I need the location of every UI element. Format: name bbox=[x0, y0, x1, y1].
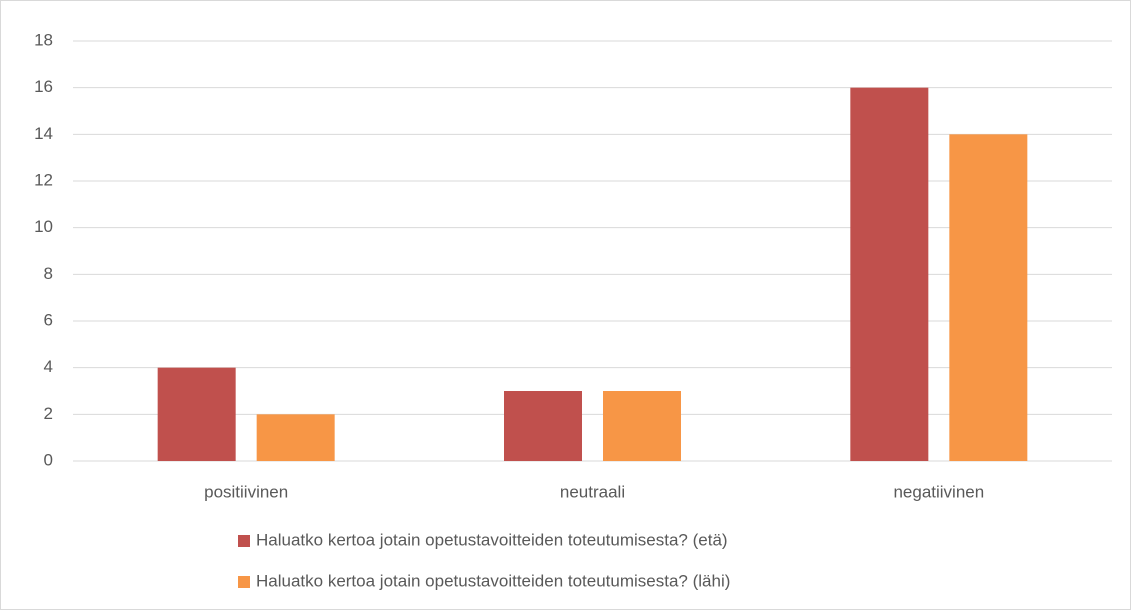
y-tick-label: 6 bbox=[44, 310, 53, 329]
bar bbox=[949, 134, 1028, 462]
y-tick-label: 8 bbox=[44, 264, 53, 283]
bar bbox=[504, 391, 582, 461]
y-tick-label: 18 bbox=[34, 30, 53, 49]
legend-swatch bbox=[238, 535, 250, 547]
x-tick-label: neutraali bbox=[560, 482, 625, 501]
y-tick-label: 14 bbox=[34, 124, 53, 143]
y-tick-label: 4 bbox=[44, 357, 53, 376]
bar bbox=[157, 367, 236, 461]
legend-label: Haluatko kertoa jotain opetustavoitteide… bbox=[256, 530, 728, 549]
y-tick-label: 12 bbox=[34, 170, 53, 189]
legend-label: Haluatko kertoa jotain opetustavoitteide… bbox=[256, 571, 730, 590]
bar bbox=[850, 87, 929, 462]
y-tick-label: 2 bbox=[44, 404, 53, 423]
bar bbox=[603, 391, 681, 461]
x-tick-label: negatiivinen bbox=[893, 482, 984, 501]
y-tick-label: 10 bbox=[34, 217, 53, 236]
x-tick-label: positiivinen bbox=[204, 482, 288, 501]
y-tick-label: 16 bbox=[34, 77, 53, 96]
bar bbox=[256, 414, 335, 461]
y-tick-label: 0 bbox=[44, 450, 53, 469]
legend-swatch bbox=[238, 576, 250, 588]
